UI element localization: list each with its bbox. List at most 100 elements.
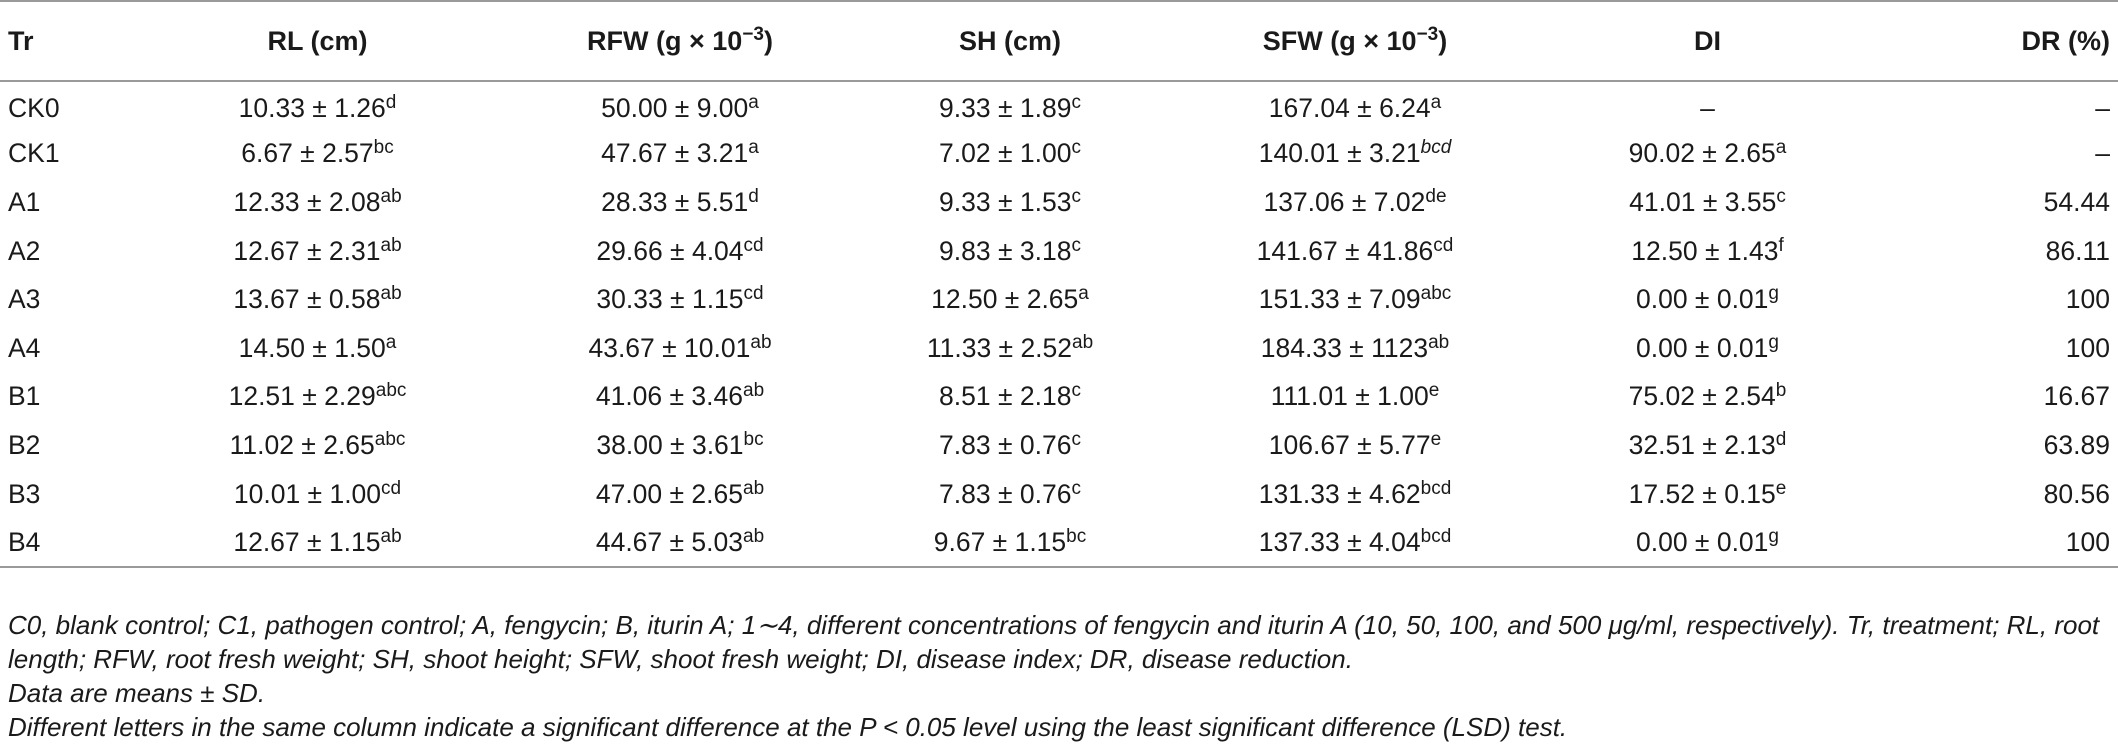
cell-di: 0.00 ± 0.01g: [1535, 518, 1880, 568]
cell-di: 17.52 ± 0.15e: [1535, 470, 1880, 519]
cell-sfw-value: 151.33 ± 7.09: [1258, 284, 1421, 315]
cell-sh-significance-letter: c: [1071, 137, 1081, 159]
cell-rl: 11.02 ± 2.65abc: [120, 421, 515, 470]
cell-treatment: B4: [0, 518, 120, 568]
cell-di: 0.00 ± 0.01g: [1535, 324, 1880, 373]
cell-rl-significance-letter: bc: [373, 137, 394, 159]
cell-sh-value: 12.50 ± 2.65: [931, 284, 1079, 315]
cell-rl: 6.67 ± 2.57bc: [120, 130, 515, 179]
cell-rl-significance-letter: d: [385, 92, 397, 114]
cell-sh-significance-letter: c: [1071, 234, 1081, 256]
footnote-significance: Different letters in the same column ind…: [8, 712, 1568, 742]
cell-di: 32.51 ± 2.13d: [1535, 421, 1880, 470]
cell-sfw: 167.04 ± 6.24a: [1175, 81, 1535, 130]
cell-rl: 14.50 ± 1.50a: [120, 324, 515, 373]
cell-rfw-significance-letter: ab: [750, 331, 772, 353]
cell-rl-value: 10.01 ± 1.00: [233, 478, 382, 509]
cell-sfw: 137.33 ± 4.04bcd: [1175, 518, 1535, 568]
cell-sh-value: 7.02 ± 1.00: [939, 138, 1072, 169]
footnote-abbreviations: C0, blank control; C1, pathogen control;…: [8, 610, 2100, 674]
cell-rl-value: 12.33 ± 2.08: [233, 186, 381, 217]
cell-sfw-value: 131.33 ± 4.62: [1258, 478, 1421, 509]
cell-sh-significance-letter: ab: [1072, 331, 1094, 353]
cell-di-value: 0.00 ± 0.01: [1635, 526, 1769, 557]
cell-sh: 8.51 ± 2.18c: [845, 373, 1175, 422]
cell-sfw-value: 167.04 ± 6.24: [1268, 93, 1431, 124]
cell-rl-value: 10.33 ± 1.26: [238, 93, 386, 124]
cell-dr: 100: [2065, 332, 2110, 363]
header-rfw: RFW (g × 10−3): [515, 0, 845, 82]
cell-di-significance-letter: b: [1775, 380, 1787, 402]
cell-sh: 7.02 ± 1.00c: [845, 130, 1175, 179]
cell-sh: 11.33 ± 2.52ab: [845, 324, 1175, 373]
cell-rfw-value: 41.06 ± 3.46: [595, 381, 744, 412]
cell-treatment: A2: [8, 235, 41, 266]
cell-sh: 9.83 ± 3.18c: [845, 227, 1175, 276]
cell-sfw: 106.67 ± 5.77e: [1175, 421, 1535, 470]
cell-sfw-value: 111.01 ± 1.00: [1270, 381, 1429, 412]
cell-treatment: CK1: [8, 138, 60, 169]
cell-rl-value: 11.02 ± 2.65: [229, 429, 375, 460]
table-row: A3 13.67 ± 0.58ab 30.33 ± 1.15cd 12.50 ± 2.…: [0, 275, 2118, 324]
header-tr: Tr: [0, 0, 120, 82]
cell-dr: 16.67: [2043, 381, 2110, 412]
table-footnotes: C0, blank control; C1, pathogen control;…: [8, 608, 2108, 744]
cell-sfw-value: 140.01 ± 3.21: [1258, 138, 1421, 169]
cell-rfw-value: 50.00 ± 9.00: [601, 93, 749, 124]
cell-rfw-value: 38.00 ± 3.61: [596, 429, 744, 460]
cell-rfw-value: 43.67 ± 10.01: [588, 332, 751, 363]
cell-treatment: B3: [8, 478, 41, 509]
cell-di: 12.50 ± 1.43f: [1535, 227, 1880, 276]
cell-rl-value: 12.51 ± 2.29: [228, 381, 376, 412]
cell-sfw-significance-letter: bcd: [1420, 137, 1452, 159]
cell-rl: 12.33 ± 2.08ab: [120, 178, 515, 227]
cell-treatment: B2: [8, 429, 41, 460]
cell-treatment: B1: [8, 381, 41, 412]
cell-sh: 9.67 ± 1.15bc: [845, 518, 1175, 568]
cell-sh-significance-letter: bc: [1066, 525, 1087, 547]
cell-rfw-significance-letter: ab: [743, 380, 765, 402]
cell-treatment: CK0: [8, 93, 60, 124]
cell-di-significance-letter: g: [1768, 331, 1779, 353]
table-body: CK0 10.33 ± 1.26d 50.00 ± 9.00a 9.33 ± 1.89…: [0, 81, 2118, 568]
cell-sh-significance-letter: a: [1078, 283, 1089, 305]
cell-rfw-significance-letter: ab: [743, 477, 765, 499]
table-row: A2 12.67 ± 2.31ab 29.66 ± 4.04cd 9.83 ± 3.1…: [0, 227, 2118, 276]
cell-di: 41.01 ± 3.55c: [1535, 178, 1880, 227]
cell-di-significance-letter: f: [1778, 234, 1784, 256]
cell-rfw-significance-letter: d: [748, 185, 759, 207]
table-header-row: Tr RL (cm) RFW (g × 10−3) SH (cm) SFW (g…: [0, 0, 2118, 82]
cell-sfw-significance-letter: bcd: [1420, 477, 1452, 499]
table-row: B4 12.67 ± 1.15ab 44.67 ± 5.03ab 9.67 ± 1.1…: [0, 518, 2118, 568]
cell-rfw: 30.33 ± 1.15cd: [515, 275, 845, 324]
header-dr: DR (%): [1880, 0, 2118, 82]
cell-rl-value: 12.67 ± 2.31: [233, 235, 381, 266]
cell-sfw-significance-letter: a: [1430, 92, 1442, 114]
cell-di-value: 0.00 ± 0.01: [1635, 284, 1769, 315]
cell-rfw-significance-letter: a: [748, 137, 759, 159]
cell-di-value: 32.51 ± 2.13: [1628, 429, 1776, 460]
cell-di-significance-letter: e: [1775, 477, 1787, 499]
header-di: DI: [1535, 0, 1880, 82]
cell-sfw-significance-letter: e: [1430, 428, 1442, 450]
cell-sh-significance-letter: c: [1071, 477, 1081, 499]
cell-rfw-value: 28.33 ± 5.51: [601, 186, 749, 217]
cell-rl: 13.67 ± 0.58ab: [120, 275, 515, 324]
cell-treatment: A1: [8, 186, 41, 217]
cell-sfw-value: 184.33 ± 1123: [1260, 332, 1429, 363]
cell-rfw-value: 47.00 ± 2.65: [595, 478, 744, 509]
cell-rl: 12.67 ± 2.31ab: [120, 227, 515, 276]
cell-di-significance-letter: g: [1768, 283, 1779, 305]
cell-sh-value: 7.83 ± 0.76: [939, 429, 1072, 460]
cell-sfw-value: 137.33 ± 4.04: [1258, 526, 1421, 557]
cell-di-value: –: [1700, 93, 1715, 124]
cell-dr: 54.44: [2043, 186, 2110, 217]
header-sfw: SFW (g × 10−3): [1175, 0, 1535, 82]
cell-sfw-significance-letter: bcd: [1420, 525, 1452, 547]
cell-sh-significance-letter: c: [1071, 380, 1081, 402]
cell-sfw-significance-letter: abc: [1420, 283, 1452, 305]
cell-di: 75.02 ± 2.54b: [1535, 373, 1880, 422]
cell-rfw: 43.67 ± 10.01ab: [515, 324, 845, 373]
cell-sh: 7.83 ± 0.76c: [845, 421, 1175, 470]
